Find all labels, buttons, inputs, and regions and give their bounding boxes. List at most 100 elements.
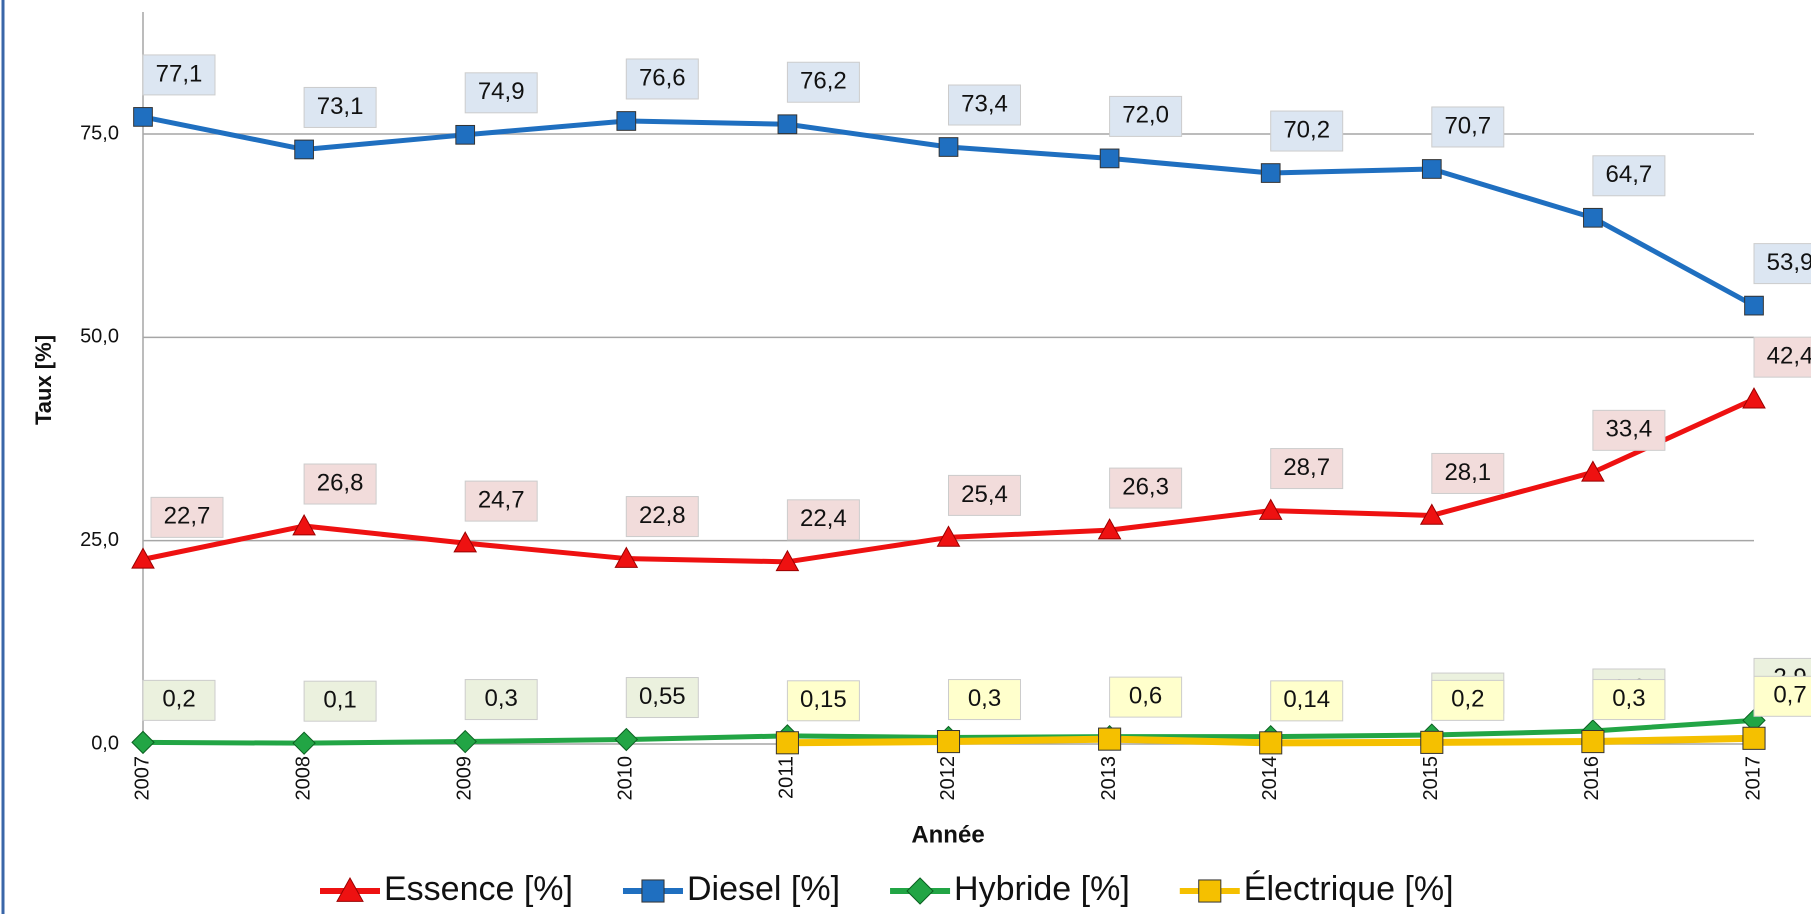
marker: [775, 549, 800, 572]
legend-marker: [1198, 879, 1222, 903]
data-label: 26,8: [317, 469, 364, 496]
data-label: 0,2: [1451, 686, 1484, 713]
data-label: 24,7: [478, 486, 525, 513]
legend-marker: [336, 876, 364, 902]
marker: [1742, 726, 1766, 750]
marker: [1581, 460, 1605, 482]
y-tick-label: 75,0: [80, 122, 119, 144]
data-label-box: [464, 72, 538, 114]
data-label-box: [625, 677, 699, 719]
data-label-box: [303, 463, 377, 505]
marker: [938, 137, 959, 157]
x-tick-label: 2007: [131, 756, 153, 801]
data-label-box: [948, 84, 1021, 126]
x-tick-label: 2011: [776, 756, 798, 799]
data-label: 70,7: [1444, 112, 1491, 139]
marker: [775, 731, 799, 755]
data-label: 72,0: [1122, 102, 1169, 129]
data-label-box: [1592, 679, 1666, 721]
data-label-box: [1753, 243, 1811, 285]
y-tick-label: 0,0: [91, 732, 119, 754]
marker: [455, 124, 476, 145]
marker: [1099, 148, 1120, 169]
data-label: 0,15: [800, 686, 847, 713]
x-tick-label: 2010: [615, 756, 637, 801]
x-tick-label: 2009: [453, 756, 475, 801]
data-label-box: [303, 86, 377, 128]
data-label: 26,3: [1122, 473, 1169, 500]
data-label: 22,8: [639, 502, 686, 529]
x-tick-label: 2012: [937, 756, 959, 801]
x-tick-label: 2016: [1581, 756, 1603, 801]
data-label-box: [625, 58, 699, 100]
x-tick-label: 2008: [292, 756, 314, 801]
marker: [292, 513, 316, 536]
marker: [936, 730, 961, 754]
data-label: 0,3: [968, 685, 1001, 712]
legend-label: Essence [%]: [384, 870, 573, 908]
marker: [1742, 387, 1766, 409]
marker: [131, 730, 155, 755]
data-label: 0,55: [639, 683, 686, 710]
legend-label: Hybride [%]: [954, 870, 1130, 908]
data-label: 0,3: [1612, 685, 1645, 712]
data-label-box: [1270, 680, 1344, 722]
marker: [777, 114, 798, 135]
data-label-box: [1109, 676, 1183, 718]
marker: [292, 731, 316, 755]
data-label: 22,7: [164, 503, 211, 530]
marker: [453, 531, 478, 553]
data-label: 76,6: [639, 64, 686, 91]
x-tick-label: 2013: [1098, 756, 1120, 801]
data-label: 0,7: [1773, 682, 1806, 709]
data-label: 74,9: [478, 78, 525, 105]
data-label-box: [786, 499, 860, 541]
data-label: 0,14: [1283, 686, 1330, 713]
marker: [616, 111, 637, 131]
data-label: 0,1: [323, 687, 356, 714]
data-label-box: [150, 496, 224, 538]
marker: [1420, 730, 1444, 754]
data-label: 42,4: [1767, 342, 1811, 369]
data-label-box: [303, 680, 377, 722]
data-label-box: [948, 474, 1021, 516]
data-label: 53,9: [1767, 249, 1811, 276]
y-tick-label: 50,0: [80, 326, 119, 348]
data-label: 64,7: [1606, 161, 1653, 188]
data-label: 77,1: [156, 60, 203, 87]
data-label-box: [1753, 336, 1811, 378]
data-label-box: [948, 679, 1021, 721]
data-label: 0,2: [162, 686, 195, 713]
marker: [614, 546, 639, 568]
data-label: 0,6: [1129, 682, 1162, 709]
data-label: 28,7: [1283, 454, 1330, 481]
x-tick-label: 2015: [1420, 756, 1442, 801]
marker: [1744, 295, 1764, 316]
data-label: 73,1: [317, 93, 364, 120]
data-label: 28,1: [1444, 459, 1491, 486]
x-tick-label: 2017: [1742, 756, 1764, 801]
marker: [1583, 207, 1603, 228]
marker: [131, 547, 155, 569]
data-label-box: [1109, 467, 1183, 509]
y-axis-title: Taux [%]: [31, 335, 56, 425]
x-tick-label: 2014: [1259, 756, 1281, 801]
legend-marker: [906, 877, 934, 905]
data-label: 0,3: [485, 685, 518, 712]
data-label-box: [1592, 155, 1666, 197]
data-label-box: [1109, 95, 1183, 137]
data-label-box: [1592, 409, 1666, 451]
y-tick-label: 25,0: [80, 529, 119, 551]
marker: [1581, 730, 1605, 754]
marker: [1421, 159, 1442, 179]
data-label-box: [625, 496, 699, 538]
data-label-box: [1431, 106, 1505, 148]
data-label-box: [142, 679, 216, 721]
marker: [453, 729, 477, 754]
marker: [1259, 731, 1283, 755]
marker: [1258, 498, 1283, 520]
marker: [614, 727, 639, 752]
marker: [1098, 727, 1122, 751]
data-label-box: [1270, 448, 1344, 490]
data-label-box: [1431, 452, 1505, 494]
